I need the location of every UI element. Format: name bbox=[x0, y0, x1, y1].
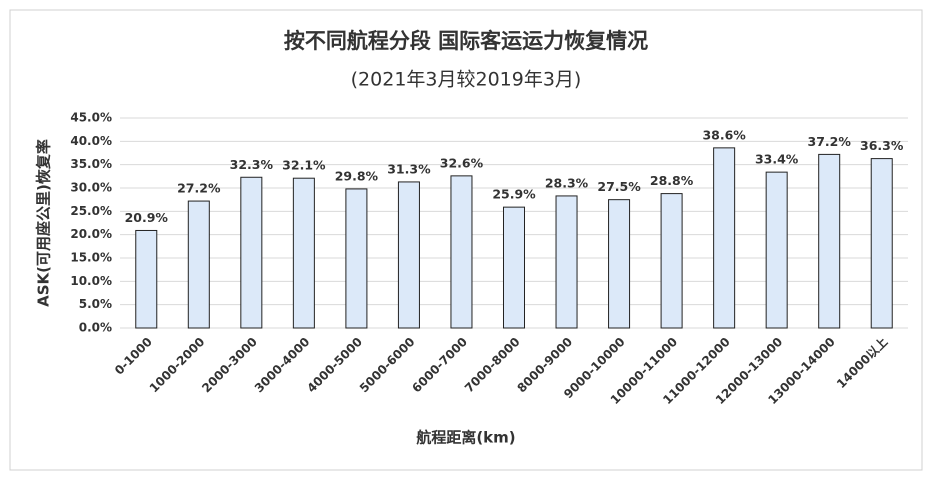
value-label: 27.5% bbox=[597, 179, 641, 194]
value-label: 33.4% bbox=[755, 152, 799, 167]
y-tick-label: 10.0% bbox=[70, 274, 112, 288]
bar bbox=[292, 177, 315, 329]
value-label: 28.3% bbox=[545, 175, 589, 190]
bar bbox=[450, 175, 473, 329]
value-label: 37.2% bbox=[808, 134, 852, 149]
y-tick-label: 5.0% bbox=[79, 297, 112, 311]
y-tick-label: 30.0% bbox=[70, 181, 112, 195]
bar bbox=[187, 200, 210, 329]
y-tick-label: 25.0% bbox=[70, 204, 112, 218]
y-tick-label: 15.0% bbox=[70, 251, 112, 265]
bar bbox=[608, 199, 631, 329]
value-label: 25.9% bbox=[492, 187, 536, 202]
value-label: 32.1% bbox=[282, 158, 326, 173]
value-label: 31.3% bbox=[387, 161, 431, 176]
y-tick-label: 35.0% bbox=[70, 157, 112, 171]
bar bbox=[713, 147, 736, 329]
bar bbox=[345, 188, 368, 329]
bar bbox=[240, 176, 263, 329]
bar bbox=[502, 206, 526, 329]
bar bbox=[660, 193, 683, 329]
y-tick-label: 40.0% bbox=[70, 134, 112, 148]
y-axis-title: ASK(可用座公里)恢复率 bbox=[35, 139, 53, 307]
bar bbox=[818, 153, 841, 329]
chart-subtitle: (2021年3月较2019年3月) bbox=[351, 69, 582, 91]
value-label: 32.3% bbox=[230, 157, 274, 172]
bar bbox=[397, 181, 420, 329]
y-tick-label: 45.0% bbox=[70, 111, 112, 125]
value-label: 32.6% bbox=[440, 155, 484, 170]
bar bbox=[135, 229, 158, 329]
value-label: 29.8% bbox=[335, 168, 379, 183]
value-label: 20.9% bbox=[125, 210, 169, 225]
bar bbox=[765, 171, 788, 329]
value-label: 38.6% bbox=[702, 127, 746, 142]
value-label: 27.2% bbox=[177, 181, 221, 196]
y-tick-label: 20.0% bbox=[70, 227, 112, 241]
bar bbox=[555, 195, 578, 329]
chart-title: 按不同航程分段 国际客运运力恢复情况 bbox=[284, 29, 648, 53]
y-tick-label: 0.0% bbox=[79, 321, 112, 335]
bar bbox=[870, 158, 893, 329]
value-label: 28.8% bbox=[650, 173, 694, 188]
value-label: 36.3% bbox=[860, 138, 904, 153]
x-axis-title: 航程距离(km) bbox=[416, 429, 515, 447]
